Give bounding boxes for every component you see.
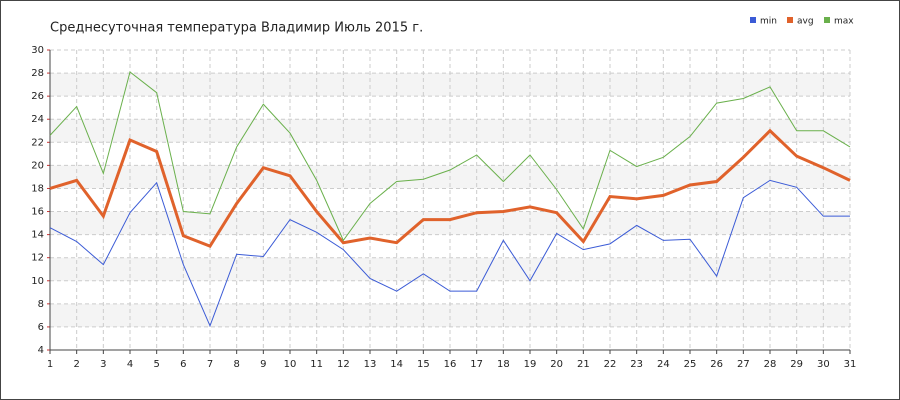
x-tick-label: 6 bbox=[180, 359, 186, 370]
x-tick-label: 5 bbox=[153, 359, 159, 370]
x-tick-label: 23 bbox=[630, 359, 643, 370]
x-tick-label: 12 bbox=[337, 359, 350, 370]
series-line bbox=[49, 128, 851, 249]
x-tick-label: 4 bbox=[127, 359, 133, 370]
y-tick-label: 26 bbox=[31, 91, 44, 102]
x-tick-label: 30 bbox=[817, 359, 830, 370]
x-tick-label: 29 bbox=[790, 359, 803, 370]
x-tick-label: 28 bbox=[764, 359, 777, 370]
x-tick-label: 7 bbox=[207, 359, 213, 370]
y-tick-label: 28 bbox=[31, 68, 44, 79]
y-tick-label: 6 bbox=[38, 322, 44, 333]
x-tick-label: 22 bbox=[604, 359, 617, 370]
y-tick-label: 24 bbox=[31, 114, 44, 125]
y-tick-label: 10 bbox=[31, 276, 44, 287]
x-tick-label: 2 bbox=[73, 359, 79, 370]
legend-swatch bbox=[750, 17, 756, 23]
x-tick-label: 25 bbox=[684, 359, 697, 370]
x-tick-label: 26 bbox=[710, 359, 723, 370]
y-tick-label: 12 bbox=[31, 253, 44, 264]
x-tick-label: 31 bbox=[844, 359, 857, 370]
x-tick-label: 14 bbox=[390, 359, 403, 370]
band bbox=[50, 73, 850, 97]
x-tick-label: 9 bbox=[260, 359, 266, 370]
y-tick-label: 4 bbox=[38, 345, 44, 356]
legend-label: avg bbox=[797, 17, 814, 27]
x-tick-label: 3 bbox=[100, 359, 106, 370]
x-tick-label: 8 bbox=[233, 359, 239, 370]
x-tick-label: 10 bbox=[284, 359, 297, 370]
y-tick-label: 18 bbox=[31, 183, 44, 194]
x-tick-label: 1 bbox=[47, 359, 53, 370]
x-tick-label: 17 bbox=[470, 359, 483, 370]
series-line bbox=[49, 71, 851, 242]
legend-swatch bbox=[787, 17, 793, 23]
x-tick-label: 21 bbox=[577, 359, 590, 370]
x-tick-label: 18 bbox=[497, 359, 510, 370]
series-line bbox=[49, 179, 850, 328]
y-tick-label: 14 bbox=[31, 230, 44, 241]
legend-swatch bbox=[824, 17, 830, 23]
y-tick-label: 22 bbox=[31, 137, 44, 148]
x-tick-label: 13 bbox=[364, 359, 377, 370]
band bbox=[50, 303, 850, 327]
legend-label: max bbox=[834, 17, 854, 27]
y-tick-label: 8 bbox=[38, 299, 44, 310]
legend-label: min bbox=[760, 17, 777, 27]
x-tick-label: 11 bbox=[310, 359, 323, 370]
y-tick-label: 16 bbox=[31, 207, 44, 218]
chart-title: Среднесуточная температура Владимир Июль… bbox=[50, 21, 423, 36]
x-tick-label: 24 bbox=[657, 359, 670, 370]
x-tick-label: 20 bbox=[550, 359, 563, 370]
y-tick-label: 30 bbox=[31, 45, 44, 56]
x-tick-label: 15 bbox=[417, 359, 430, 370]
x-tick-label: 19 bbox=[524, 359, 537, 370]
x-tick-label: 16 bbox=[444, 359, 457, 370]
y-tick-label: 20 bbox=[31, 160, 44, 171]
band bbox=[50, 211, 850, 235]
x-tick-label: 27 bbox=[737, 359, 750, 370]
